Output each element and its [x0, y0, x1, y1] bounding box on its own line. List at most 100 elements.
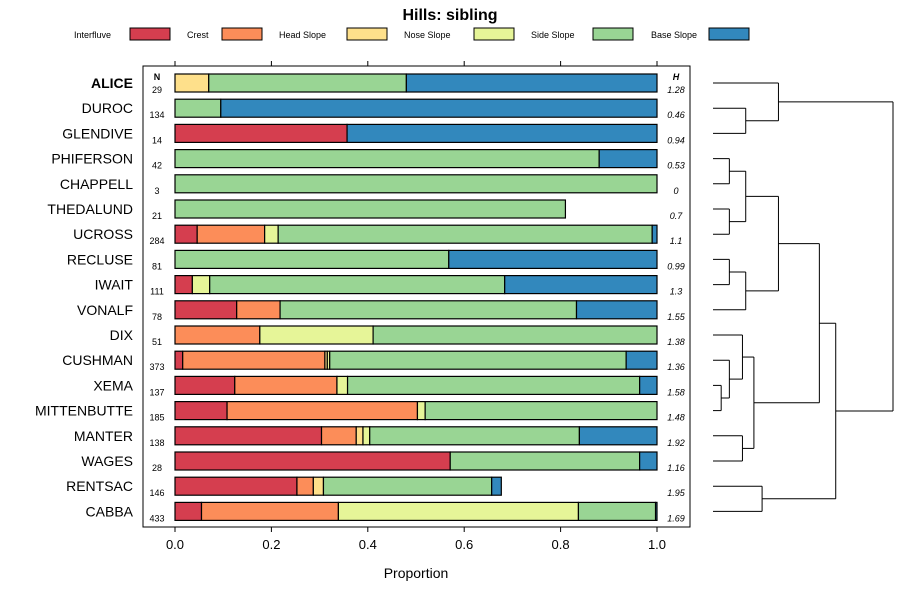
bar-segment	[174, 98, 222, 118]
row-label: IWAIT	[95, 277, 134, 293]
legend-swatch	[221, 27, 263, 41]
row-label: MANTER	[74, 428, 133, 444]
bar-segment	[182, 350, 326, 370]
bar-segment	[174, 249, 450, 269]
row-n-value: 3	[154, 186, 159, 196]
bar-segment	[174, 451, 451, 471]
row-h-value: 1.48	[667, 413, 685, 423]
bar-row: XEMA 137 1.58	[93, 375, 685, 397]
bar-row: DUROC 134 0.46	[82, 98, 685, 120]
x-tick-label: 0.8	[552, 537, 570, 552]
bar-segment	[329, 350, 627, 370]
bar-segment	[449, 451, 641, 471]
x-tick-label: 0.0	[166, 537, 184, 552]
row-n-value: 134	[149, 110, 164, 120]
row-n-value: 21	[152, 211, 162, 221]
bar-row: PHIFERSON 42 0.53	[51, 149, 685, 171]
legend-label: Crest	[187, 30, 209, 40]
row-label: THEDALUND	[47, 201, 133, 217]
legend-swatch	[473, 27, 515, 41]
row-label: MITTENBUTTE	[35, 403, 133, 419]
bar-segment	[174, 426, 323, 446]
row-h-value: 1.1	[670, 236, 683, 246]
row-n-value: 28	[152, 463, 162, 473]
row-h-value: 1.28	[667, 85, 685, 95]
row-h-value: 1.69	[667, 513, 685, 523]
x-axis-label: Proportion	[384, 565, 449, 581]
row-h-value: 1.16	[667, 463, 685, 473]
row-h-value: 0.7	[670, 211, 684, 221]
bar-segment	[416, 401, 426, 421]
bar-segment	[337, 501, 580, 521]
legend-swatch	[708, 27, 750, 41]
bar-segment	[575, 300, 658, 320]
bar-segment	[448, 249, 658, 269]
bar-segment	[174, 375, 236, 395]
row-label: VONALF	[77, 302, 133, 318]
legend-label: Interfluve	[74, 30, 111, 40]
row-h-value: 1.3	[670, 287, 683, 297]
row-n-value: 78	[152, 312, 162, 322]
legend-swatch	[346, 27, 388, 41]
row-h-value: 0.94	[667, 135, 685, 145]
bar-segment	[174, 275, 193, 295]
bar-segment	[639, 451, 658, 471]
row-h-value: 1.58	[667, 387, 685, 397]
row-h-value: 1.92	[667, 438, 685, 448]
bar-segment	[174, 73, 210, 93]
bar-segment	[578, 426, 658, 446]
bar-segment	[174, 123, 348, 144]
row-h-value: 1.38	[667, 337, 685, 347]
row-n-value: 14	[152, 135, 162, 145]
legend-label: Base Slope	[651, 30, 697, 40]
bar-segment	[369, 426, 580, 446]
row-label: UCROSS	[73, 226, 133, 242]
dendrogram	[713, 82, 894, 512]
row-label: WAGES	[81, 453, 133, 469]
bar-row: MANTER 138 1.92	[74, 426, 685, 448]
bar-segment	[220, 98, 658, 118]
bar-row: RECLUSE 81 0.99	[67, 249, 685, 271]
bar-segment	[312, 476, 325, 496]
bar-segment	[296, 476, 314, 496]
x-tick-label: 0.4	[359, 537, 377, 552]
row-h-value: 0	[673, 186, 678, 196]
x-tick-label: 1.0	[648, 537, 666, 552]
legend-label: Head Slope	[279, 30, 326, 40]
bar-segment	[598, 149, 658, 169]
bar-segment	[322, 476, 493, 496]
row-n-value: 185	[149, 413, 164, 423]
bar-segment	[209, 275, 506, 295]
legend-label: Side Slope	[531, 30, 575, 40]
bar-segment	[196, 224, 266, 244]
bar-segment	[259, 325, 374, 345]
legend-swatch	[592, 27, 634, 41]
bar-segment	[174, 174, 658, 194]
bar-segment	[174, 300, 238, 320]
legend-swatch	[129, 27, 171, 41]
row-label: PHIFERSON	[51, 151, 133, 167]
bar-segment	[236, 300, 281, 320]
row-label: CUSHMAN	[62, 352, 133, 368]
bar-segment	[174, 501, 203, 521]
bar-segment	[625, 350, 658, 370]
row-h-value: 0.46	[667, 110, 685, 120]
bar-row: CABBA 433 1.69	[86, 501, 685, 523]
row-label: DIX	[110, 327, 134, 343]
h-column-header: H	[673, 72, 680, 82]
bar-segment	[320, 426, 357, 446]
row-label: RENTSAC	[66, 478, 133, 494]
bar-segment	[174, 325, 261, 345]
bar-row: GLENDIVE 14 0.94	[62, 123, 685, 145]
n-column-header: N	[154, 72, 161, 82]
row-label: XEMA	[93, 377, 133, 393]
bar-row: VONALF 78 1.55	[77, 300, 686, 322]
bar-segment	[174, 476, 298, 496]
bar-segment	[208, 73, 407, 93]
row-n-value: 137	[149, 387, 164, 397]
bar-segment	[424, 401, 658, 421]
bar-segment	[405, 73, 658, 93]
bar-segment	[234, 375, 338, 395]
bar-segment	[504, 275, 658, 295]
x-tick-label: 0.6	[455, 537, 473, 552]
